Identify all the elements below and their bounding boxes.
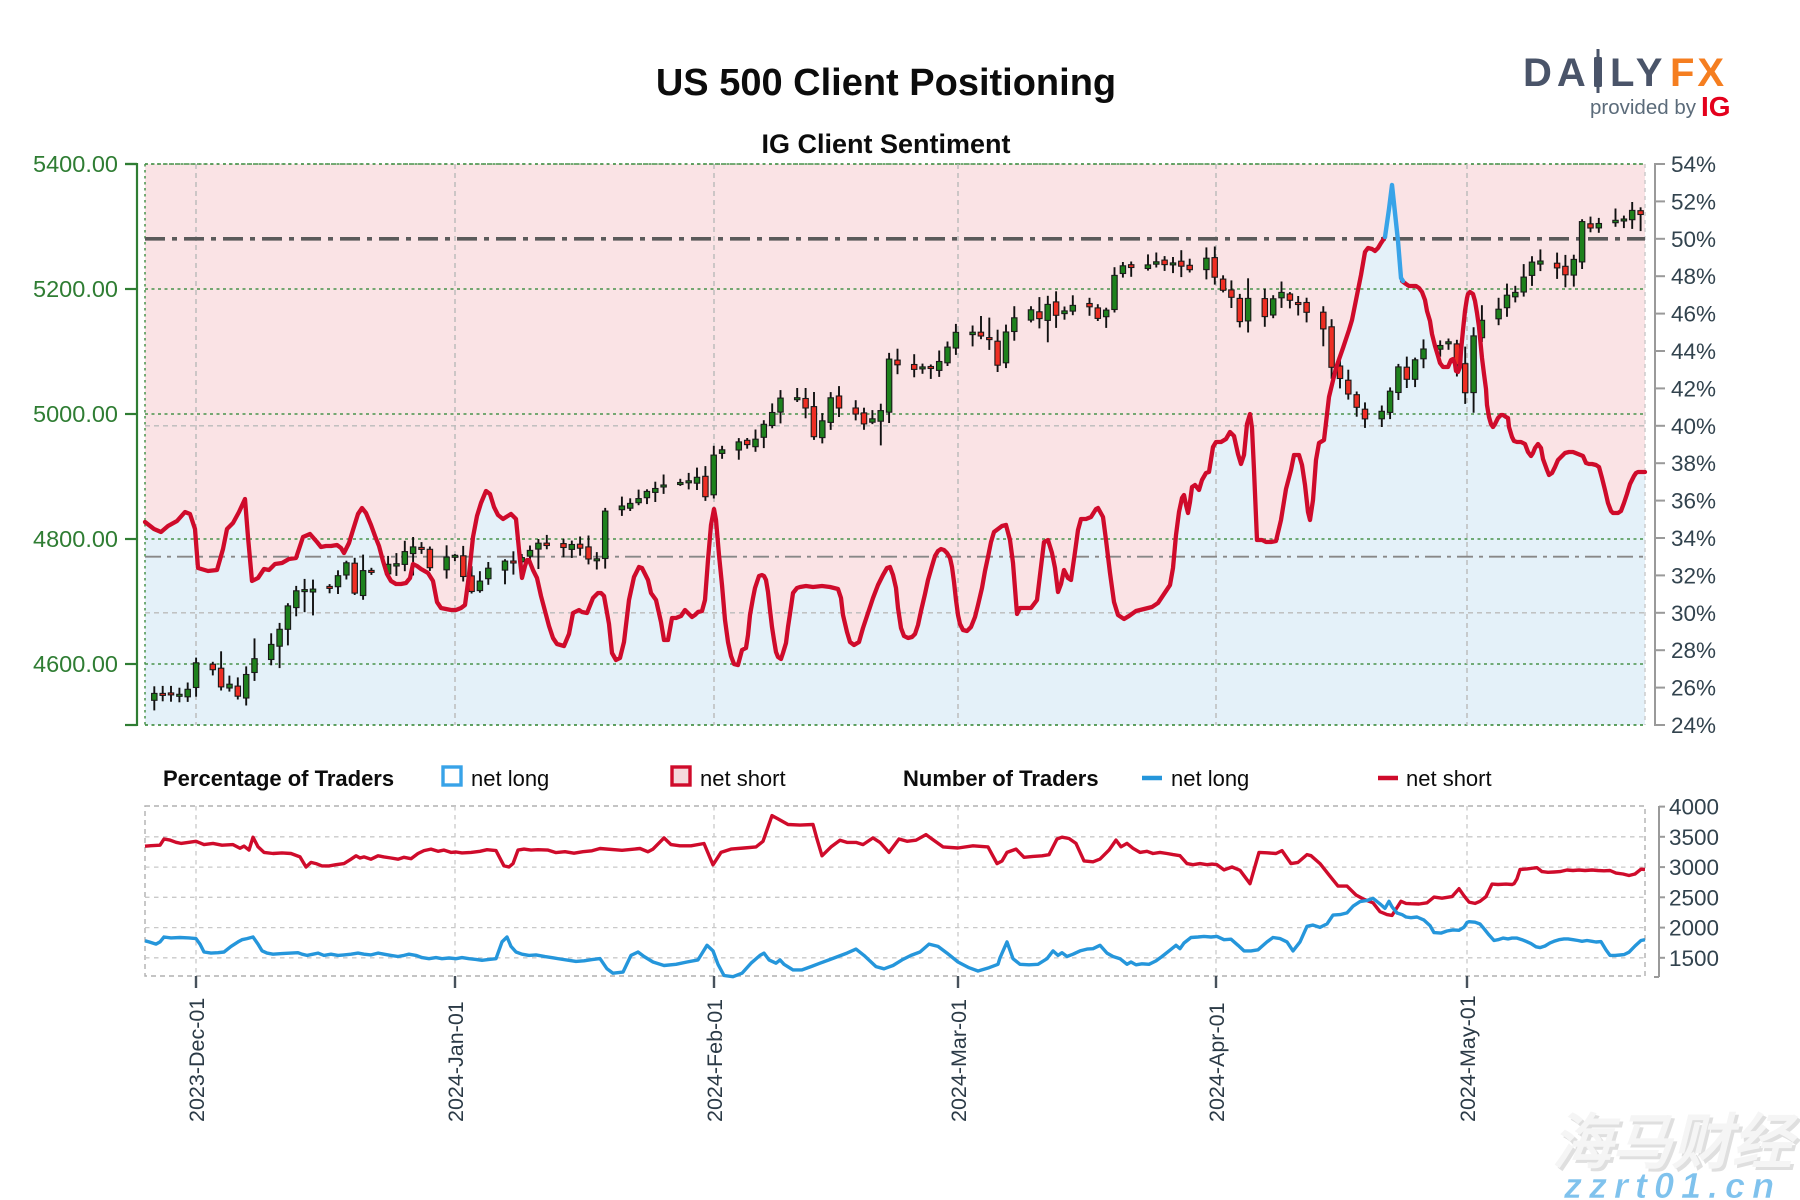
svg-text:net long: net long [471, 766, 549, 791]
svg-text:Percentage of Traders: Percentage of Traders [163, 766, 394, 791]
svg-text:30%: 30% [1671, 601, 1716, 626]
svg-text:FX: FX [1670, 51, 1727, 95]
svg-text:Number of Traders: Number of Traders [903, 766, 1099, 791]
svg-text:2500: 2500 [1669, 885, 1719, 910]
svg-text:4000: 4000 [1669, 795, 1719, 820]
svg-text:2023-Dec-01: 2023-Dec-01 [185, 998, 209, 1122]
svg-text:2024-Mar-01: 2024-Mar-01 [947, 999, 971, 1122]
svg-text:海马财经: 海马财经 [1555, 1112, 1800, 1179]
svg-text:54%: 54% [1671, 152, 1716, 177]
svg-text:provided by: provided by [1590, 96, 1697, 119]
svg-text:net long: net long [1171, 766, 1249, 791]
svg-text:5200.00: 5200.00 [33, 276, 118, 302]
svg-text:2024-Apr-01: 2024-Apr-01 [1205, 1002, 1229, 1122]
svg-text:34%: 34% [1671, 526, 1716, 551]
svg-text:42%: 42% [1671, 376, 1716, 401]
svg-text:2000: 2000 [1669, 916, 1719, 941]
svg-text:48%: 48% [1671, 264, 1716, 289]
svg-text:2024-May-01: 2024-May-01 [1456, 995, 1480, 1122]
svg-text:44%: 44% [1671, 339, 1716, 364]
svg-text:zzrt01.cn: zzrt01.cn [1563, 1165, 1781, 1200]
svg-text:28%: 28% [1671, 638, 1716, 663]
svg-text:38%: 38% [1671, 451, 1716, 476]
svg-text:3000: 3000 [1669, 855, 1719, 880]
svg-text:net short: net short [700, 766, 786, 791]
svg-text:36%: 36% [1671, 489, 1716, 514]
svg-text:US 500 Client Positioning: US 500 Client Positioning [656, 62, 1116, 104]
svg-text:40%: 40% [1671, 414, 1716, 439]
svg-text:52%: 52% [1671, 189, 1716, 214]
svg-text:26%: 26% [1671, 676, 1716, 701]
svg-text:3500: 3500 [1669, 825, 1719, 850]
svg-text:LY: LY [1610, 51, 1667, 95]
svg-text:IG: IG [1701, 91, 1731, 122]
svg-text:50%: 50% [1671, 227, 1716, 252]
svg-text:24%: 24% [1671, 713, 1716, 738]
svg-text:1500: 1500 [1669, 946, 1719, 971]
svg-text:2024-Jan-01: 2024-Jan-01 [444, 1001, 468, 1122]
svg-text:IG Client Sentiment: IG Client Sentiment [761, 129, 1010, 159]
svg-text:4800.00: 4800.00 [33, 526, 118, 552]
svg-text:4600.00: 4600.00 [33, 651, 118, 677]
svg-text:32%: 32% [1671, 563, 1716, 588]
svg-text:2024-Feb-01: 2024-Feb-01 [703, 999, 727, 1122]
svg-text:net short: net short [1406, 766, 1492, 791]
svg-text:海马财经: 海马财经 [1552, 1109, 1799, 1176]
svg-text:5000.00: 5000.00 [33, 401, 118, 427]
svg-text:46%: 46% [1671, 302, 1716, 327]
svg-text:5400.00: 5400.00 [33, 151, 118, 177]
svg-text:DA: DA [1523, 51, 1591, 95]
